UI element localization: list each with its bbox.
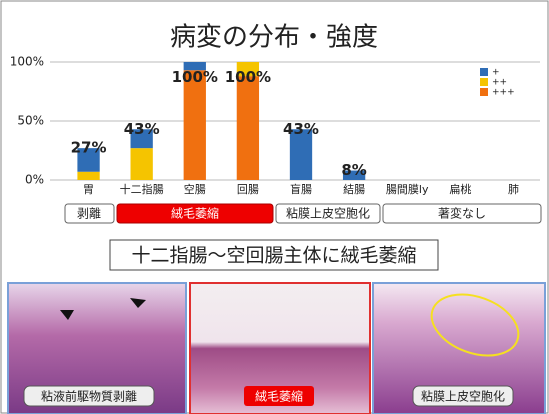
group-boxes: 剥離 絨毛萎縮 粘膜上皮空胞化 著変なし [64,203,542,224]
group-label: 著変なし [438,206,486,221]
highlight [430,293,520,357]
legend-swatch [480,68,488,76]
bar-segment [183,62,206,71]
group-label: 絨毛萎縮 [171,206,219,221]
x-tick-label: 結腸 [343,182,365,196]
group-box [275,203,381,224]
y-tick-label: 100% [10,55,44,69]
total-label: 27% [71,139,107,157]
arrows [60,298,146,320]
bar-segment [77,171,100,180]
legend-label: + [492,68,500,78]
caption-box [244,386,314,406]
caption: 粘液前駆物質剥離 [41,389,137,404]
total-label: 43% [283,120,319,138]
x-tick-label: 扁桃 [449,182,471,196]
group-box [382,203,542,224]
caption-box [412,385,514,407]
legend-label: +++ [492,88,515,98]
total-label: 43% [124,120,160,138]
y-tick-label: 50% [17,114,44,128]
group-label: 粘膜上皮空胞化 [286,206,370,221]
group-box [64,203,115,224]
summary-box [109,239,439,271]
summary: 十二指腸～空回腸主体に絨毛萎縮 [131,245,416,267]
x-tick-label: 空腸 [184,182,206,196]
bar-segment [130,148,153,180]
bar-segment [236,62,260,77]
x-tick-label: 十二指腸 [120,182,164,196]
bar-segment [342,170,366,180]
chart-title: 病変の分布・強度 [170,23,378,53]
caption: 絨毛萎縮 [255,389,303,404]
bar-segment [130,129,153,149]
bar-segment [236,76,260,180]
legend-swatch [480,78,488,86]
bar-segment [289,129,313,180]
bar-segment [183,70,206,180]
legend-label: ++ [492,78,507,88]
x-tick-label: 腸間膜ly [386,183,429,196]
y-tick-label: 0% [25,173,44,187]
x-tick-label: 肺 [508,183,519,196]
x-tick-label: 盲腸 [290,182,312,196]
group-label: 剥離 [77,207,101,221]
caption: 粘膜上皮空胞化 [421,389,505,404]
x-tick-label: 胃 [83,183,94,196]
x-tick-label: 回腸 [237,183,259,196]
total-label: 100% [225,68,271,86]
group-box [116,203,274,224]
total-label: 8% [341,161,366,179]
total-label: 100% [172,68,218,86]
caption-box [23,385,155,407]
legend-swatch [480,88,488,96]
bar-segment [77,148,100,172]
images: 粘液前駆物質剥離 絨毛萎縮 粘膜上皮空胞化 [7,282,546,414]
chart: 0% 50% 100% 胃 27% 十二指腸 43% 空腸 100% 回腸 100% 盲腸 43% 結腸 8… [10,55,540,196]
